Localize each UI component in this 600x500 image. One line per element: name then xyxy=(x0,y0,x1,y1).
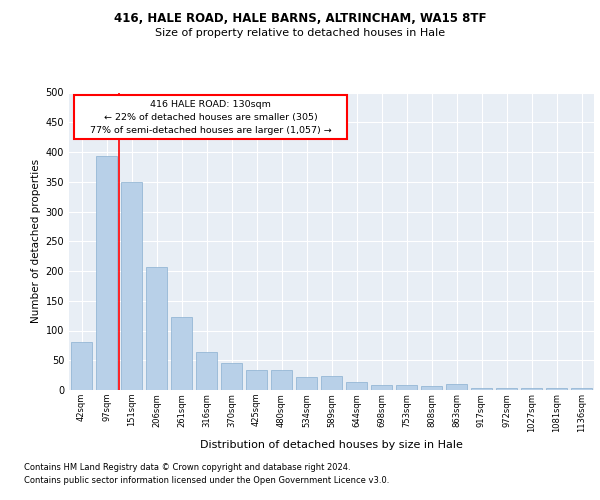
Bar xyxy=(246,370,267,390)
Bar xyxy=(421,386,442,390)
Bar xyxy=(521,388,542,390)
Bar xyxy=(146,268,167,390)
Bar xyxy=(571,388,592,390)
Y-axis label: Number of detached properties: Number of detached properties xyxy=(31,159,41,324)
Bar xyxy=(96,156,117,390)
Bar xyxy=(346,382,367,390)
Text: Contains HM Land Registry data © Crown copyright and database right 2024.: Contains HM Land Registry data © Crown c… xyxy=(24,462,350,471)
Bar xyxy=(546,388,567,390)
Bar xyxy=(396,384,417,390)
Bar xyxy=(496,388,517,390)
Bar xyxy=(171,318,192,390)
Bar xyxy=(371,384,392,390)
Text: ← 22% of detached houses are smaller (305): ← 22% of detached houses are smaller (30… xyxy=(104,114,317,122)
Bar xyxy=(321,376,342,390)
Bar xyxy=(446,384,467,390)
Bar xyxy=(471,388,492,390)
Bar xyxy=(71,342,92,390)
Text: 416, HALE ROAD, HALE BARNS, ALTRINCHAM, WA15 8TF: 416, HALE ROAD, HALE BARNS, ALTRINCHAM, … xyxy=(114,12,486,26)
Bar xyxy=(296,377,317,390)
Text: Size of property relative to detached houses in Hale: Size of property relative to detached ho… xyxy=(155,28,445,38)
Bar xyxy=(271,370,292,390)
Bar xyxy=(74,96,347,138)
Bar xyxy=(196,352,217,390)
X-axis label: Distribution of detached houses by size in Hale: Distribution of detached houses by size … xyxy=(200,440,463,450)
Text: Contains public sector information licensed under the Open Government Licence v3: Contains public sector information licen… xyxy=(24,476,389,485)
Bar xyxy=(121,182,142,390)
Text: 416 HALE ROAD: 130sqm: 416 HALE ROAD: 130sqm xyxy=(151,100,271,110)
Bar xyxy=(221,363,242,390)
Text: 77% of semi-detached houses are larger (1,057) →: 77% of semi-detached houses are larger (… xyxy=(90,126,332,136)
